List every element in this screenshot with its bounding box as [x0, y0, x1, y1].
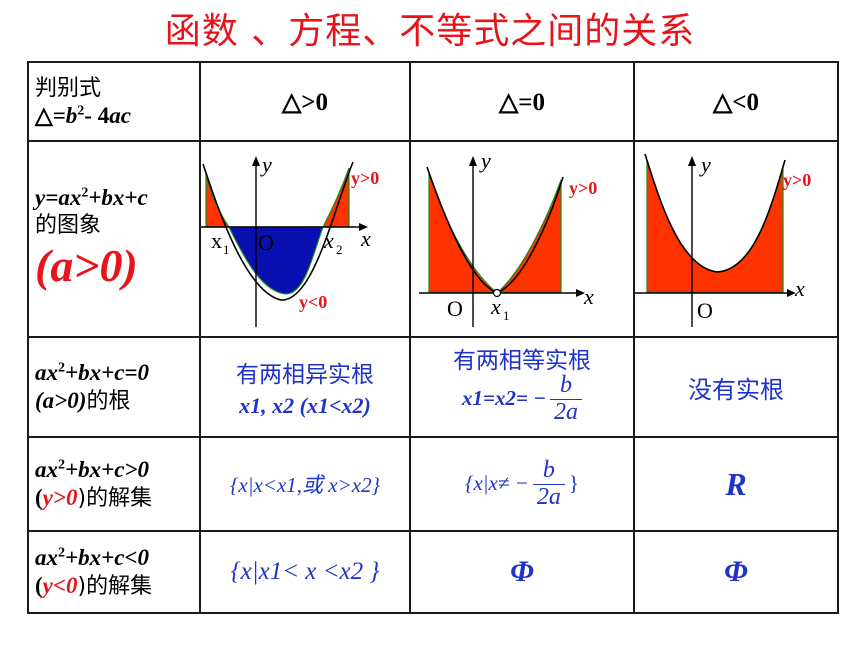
- header-row: 判别式 △=b2- 4ac △>0 △=0 △<0: [27, 61, 839, 142]
- x-axis-arrow: [576, 289, 585, 297]
- graph-two-roots: y x O x 1 x 2 y>0 y<0: [199, 140, 411, 338]
- root-x1-label: x: [211, 228, 222, 253]
- graph-row: y=ax2+bx+c 的图象 (a>0) y x O: [27, 140, 839, 338]
- root-x1-subscript: 1: [503, 308, 510, 323]
- graph-no-roots: y x O y>0: [633, 140, 839, 338]
- negative-label: y<0: [299, 292, 327, 312]
- root-x2-subscript: 2: [336, 242, 343, 257]
- y-axis-arrow: [688, 156, 696, 166]
- x-axis-label: x: [794, 276, 805, 301]
- greater-double-root: {x|x≠ − b 2a }: [409, 436, 635, 532]
- parabola-double-root-diagram: y x O x 1 y>0: [419, 148, 597, 327]
- roots-row: ax2+bx+c=0 (a>0)的根 有两相异实根 x1, x2 (x1<x2)…: [27, 336, 839, 438]
- root-x2-label: x: [323, 228, 334, 253]
- roots-label: ax2+bx+c=0 (a>0)的根: [27, 336, 201, 438]
- positive-region-left: [428, 171, 498, 293]
- positive-region-left: [205, 171, 231, 228]
- header-delta-zero: △=0: [409, 61, 635, 142]
- header-delta-negative: △<0: [633, 61, 839, 142]
- positive-label: y>0: [783, 170, 811, 190]
- x-axis-arrow: [787, 289, 796, 297]
- positive-region-right: [496, 179, 562, 293]
- less-two-roots: {x|x1< x <x2 }: [199, 530, 411, 614]
- graph-double-root: y x O x 1 y>0: [409, 140, 635, 338]
- negative-region: [228, 226, 324, 295]
- greater-no-roots: R: [633, 436, 839, 532]
- positive-label: y>0: [351, 168, 379, 188]
- roots-none: 没有实根: [633, 336, 839, 438]
- y-axis-label: y: [479, 148, 491, 173]
- parabola-no-roots-diagram: y x O y>0: [635, 152, 811, 327]
- minus-b-over-2a: b 2a: [549, 373, 582, 424]
- x-axis-arrow: [359, 223, 368, 231]
- y-axis-arrow: [469, 156, 477, 166]
- origin-label: O: [697, 298, 713, 323]
- y-axis-label: y: [260, 152, 272, 177]
- less-label: ax2+bx+c<0 (y<0)的解集: [27, 530, 201, 614]
- greater-two-roots: {x|x<x1,或 x>x2}: [199, 436, 411, 532]
- relation-table: 判别式 △=b2- 4ac △>0 △=0 △<0 y=ax2+bx+c 的图象…: [27, 61, 839, 614]
- positive-label: y>0: [569, 178, 597, 198]
- root-x1-label: x: [490, 294, 501, 319]
- y-axis-arrow: [252, 156, 260, 166]
- parabola-two-roots-diagram: y x O x 1 x 2 y>0 y<0: [201, 152, 379, 327]
- root-x1-subscript: 1: [223, 242, 230, 257]
- minus-b-over-2a: b 2a: [532, 458, 565, 509]
- y-axis-label: y: [699, 152, 711, 177]
- x-axis-label: x: [583, 284, 594, 309]
- parabola-curve: [644, 153, 786, 273]
- x-axis-label: x: [360, 226, 371, 251]
- page-title: 函数 、方程、不等式之间的关系: [164, 11, 696, 52]
- graph-label: y=ax2+bx+c 的图象 (a>0): [27, 140, 201, 338]
- header-delta-positive: △>0: [199, 61, 411, 142]
- greater-row: ax2+bx+c>0 (y>0)的解集 {x|x<x1,或 x>x2} {x|x…: [27, 436, 839, 532]
- less-double-root: Φ: [409, 530, 635, 614]
- less-no-roots: Φ: [633, 530, 839, 614]
- origin-label: O: [258, 230, 274, 255]
- roots-two-distinct: 有两相异实根 x1, x2 (x1<x2): [199, 336, 411, 438]
- discriminant-label: 判别式 △=b2- 4ac: [27, 61, 201, 142]
- positive-region-right: [322, 167, 350, 228]
- less-row: ax2+bx+c<0 (y<0)的解集 {x|x1< x <x2 } Φ Φ: [27, 530, 839, 614]
- origin-label: O: [447, 296, 463, 321]
- greater-label: ax2+bx+c>0 (y>0)的解集: [27, 436, 201, 532]
- double-root-point: [492, 288, 502, 298]
- roots-double: 有两相等实根 x1=x2= − b 2a: [409, 336, 635, 438]
- parabola-curve: [202, 161, 354, 301]
